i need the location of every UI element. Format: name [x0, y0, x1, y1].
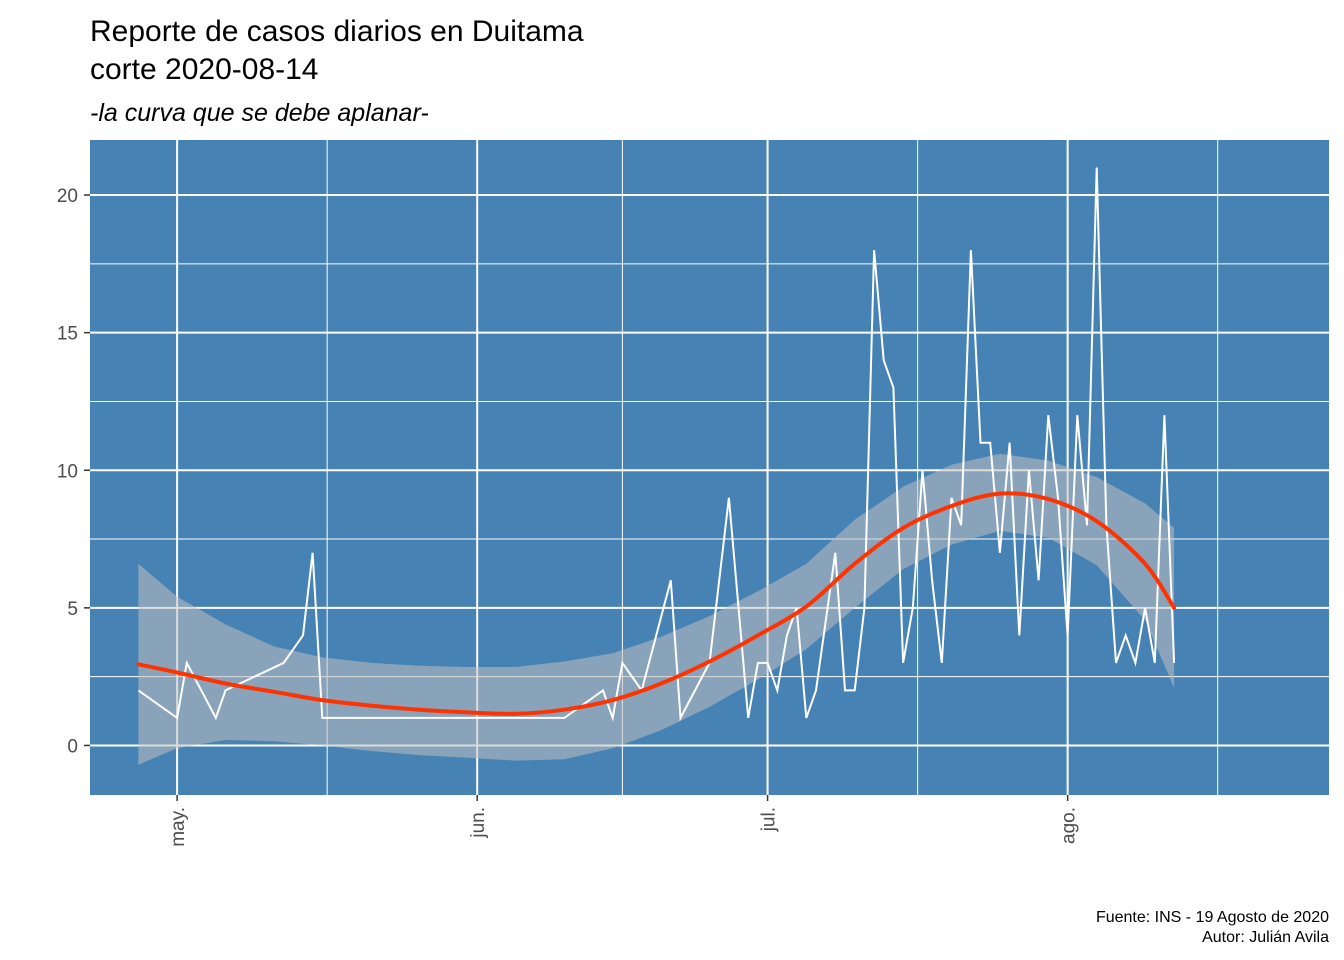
y-tick-label: 0 [67, 736, 78, 757]
chart-title-line-2: corte 2020-08-14 [90, 53, 319, 86]
y-tick-label: 10 [57, 461, 78, 482]
daily-cases-line [137, 167, 1176, 722]
x-tick-label: jul. [759, 807, 780, 832]
x-tick-label: ago. [1059, 807, 1080, 844]
y-tick-label: 20 [57, 186, 78, 207]
caption-source: Fuente: INS - 19 Agosto de 2020 [1096, 909, 1329, 926]
chart-title-line-1: Reporte de casos diarios en Duitama [90, 15, 584, 48]
confidence-band [138, 453, 1175, 765]
caption-author: Autor: Julián Avila [1202, 929, 1329, 946]
chart-subtitle: -la curva que se debe aplanar- [90, 99, 429, 127]
smoothed-trend-line [136, 491, 1177, 716]
x-tick-label: may. [168, 807, 189, 847]
x-tick-label: jun. [468, 807, 489, 839]
axis-ticks: 0 5 10 15 20 may. jun. jul. ago. [57, 186, 1080, 847]
y-tick-label: 15 [57, 324, 78, 345]
y-tick-label: 5 [67, 599, 78, 620]
